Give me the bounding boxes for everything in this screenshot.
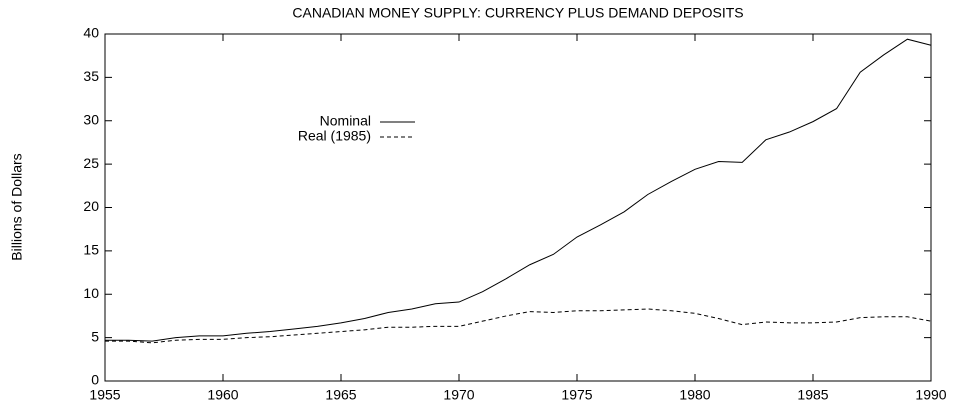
- x-tick-label: 1990: [915, 387, 946, 403]
- series-line: [105, 308, 932, 344]
- x-tick-label: 1960: [207, 387, 238, 403]
- plot-frame: [104, 33, 932, 382]
- y-tick-label: 5: [91, 328, 99, 344]
- x-tick-label: 1970: [443, 387, 474, 403]
- x-tick-label: 1955: [89, 387, 120, 403]
- x-tick-label: 1985: [797, 387, 828, 403]
- y-tick-label: 35: [83, 68, 99, 84]
- y-tick-label: 0: [91, 372, 99, 388]
- x-tick-label: 1965: [325, 387, 356, 403]
- x-tick-label: 1980: [679, 387, 710, 403]
- chart-title: CANADIAN MONEY SUPPLY: CURRENCY PLUS DEM…: [292, 5, 743, 21]
- y-tick-label: 20: [83, 198, 99, 214]
- x-tick-label: 1975: [561, 387, 592, 403]
- y-tick-label: 40: [83, 25, 99, 41]
- y-tick-label: 30: [83, 111, 99, 127]
- y-tick-label: 25: [83, 155, 99, 171]
- y-tick-label: 15: [83, 242, 99, 258]
- series-line: [105, 38, 932, 342]
- legend-label: Real (1985): [298, 128, 371, 144]
- legend-label: Nominal: [320, 113, 371, 129]
- y-axis-label: Billions of Dollars: [9, 153, 25, 260]
- y-tick-label: 10: [83, 285, 99, 301]
